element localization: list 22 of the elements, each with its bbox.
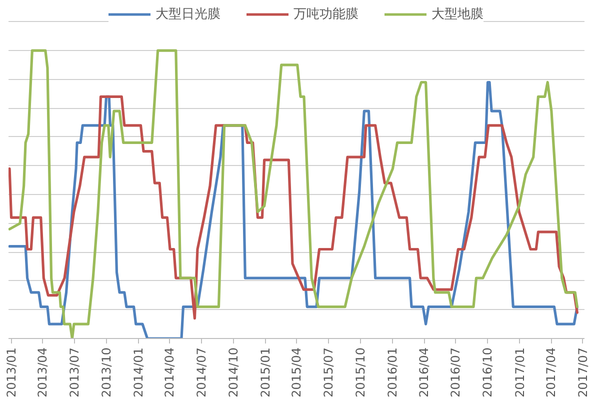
x-tick-label: 2016/04	[417, 347, 432, 398]
x-tick-label: 2017/01	[512, 347, 527, 398]
legend-label: 大型日光膜	[156, 6, 220, 23]
x-tick-label: 2016/10	[480, 347, 495, 398]
x-tick-label: 2014/10	[226, 347, 240, 398]
x-tick-label: 2013/04	[36, 347, 50, 398]
x-tick-label: 2013/01	[4, 347, 18, 398]
x-tick-label: 2013/07	[67, 347, 82, 398]
x-tick-label: 2015/01	[258, 347, 272, 398]
x-tick-label: 2015/04	[290, 347, 304, 398]
legend-label: 大型地膜	[432, 6, 484, 23]
legend-label: 万吨功能膜	[294, 6, 358, 23]
x-tick-label: 2017/04	[544, 347, 558, 398]
x-tick-label: 2014/04	[162, 347, 177, 398]
x-tick-label: 2014/07	[194, 347, 208, 398]
x-tick-label: 2016/01	[385, 347, 400, 398]
x-tick-label: 2013/10	[99, 347, 114, 398]
x-tick-label: 2017/07	[576, 347, 590, 398]
x-tick-label: 2014/01	[131, 347, 146, 398]
x-tick-label: 2015/10	[353, 347, 368, 398]
x-tick-label: 2016/07	[448, 347, 463, 398]
x-tick-label: 2015/07	[321, 347, 336, 398]
